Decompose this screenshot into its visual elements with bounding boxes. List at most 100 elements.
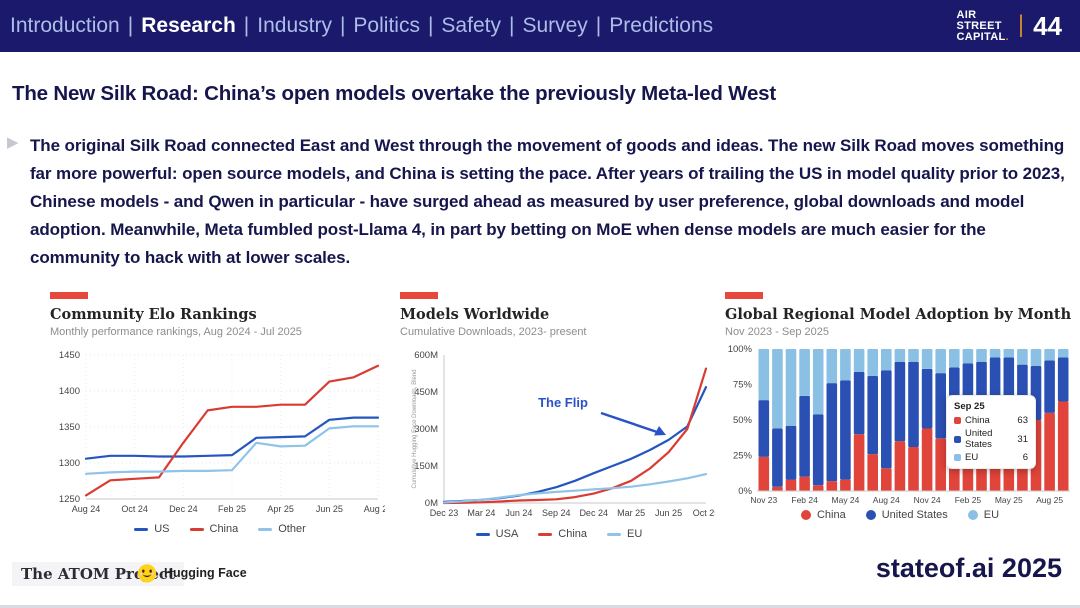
- svg-text:Sep 24: Sep 24: [542, 508, 571, 518]
- legend-label: USA: [495, 528, 519, 540]
- legend-item-china[interactable]: China: [538, 528, 587, 540]
- adoption-chart-legend: China United States EU: [725, 509, 1075, 521]
- svg-text:Aug 25: Aug 25: [364, 504, 385, 514]
- stateof-ai-brand[interactable]: stateof.ai 2025: [875, 553, 1062, 583]
- bar-group-feb-24[interactable]: [799, 349, 810, 491]
- legend-item-usa[interactable]: USA: [475, 528, 519, 540]
- nav-item-politics[interactable]: Politics: [353, 14, 420, 37]
- nav-separator: |: [243, 14, 250, 37]
- bar-group-jun-24[interactable]: [853, 349, 865, 491]
- legend-item-united-states[interactable]: United States: [865, 509, 948, 521]
- atom-project-logo[interactable]: The ATOM Project: [12, 562, 184, 586]
- bar-group-sep-24[interactable]: [894, 349, 906, 491]
- svg-text:1350: 1350: [59, 422, 80, 433]
- svg-text:Aug 25: Aug 25: [1036, 495, 1063, 505]
- svg-text:May 25: May 25: [995, 495, 1023, 505]
- bar-group-sep-25[interactable]: [1057, 349, 1069, 491]
- nav-item-research[interactable]: Research: [141, 14, 236, 37]
- bar-group-apr-24[interactable]: [826, 349, 838, 491]
- svg-text:The Flip: The Flip: [538, 395, 588, 410]
- logo-line-2: STREET: [956, 19, 1002, 32]
- svg-text:Aug 24: Aug 24: [873, 495, 900, 505]
- legend-item-us[interactable]: US: [134, 523, 170, 535]
- legend-swatch: [865, 510, 876, 520]
- legend-swatch: [607, 532, 622, 536]
- nav-item-introduction[interactable]: Introduction: [10, 14, 120, 37]
- nav-separator: |: [427, 14, 434, 37]
- bar-group-jan-24[interactable]: [785, 349, 797, 491]
- legend-item-eu[interactable]: EU: [607, 528, 642, 540]
- bottom-divider: [0, 605, 1080, 608]
- bar-group-dec-23[interactable]: [772, 349, 783, 491]
- chart-subtitle: Cumulative Downloads, 2023- present: [400, 326, 587, 338]
- tooltip-label: United States: [965, 428, 993, 450]
- svg-text:Dec 24: Dec 24: [579, 508, 608, 518]
- chart-tooltip: Sep 25 China 63 United States 31 EU 6: [946, 395, 1036, 469]
- bar-group-oct-24[interactable]: [908, 349, 919, 491]
- brand-area: AIR STREET CAPITAL. | 44: [956, 9, 1062, 43]
- bar-group-aug-25[interactable]: [1044, 349, 1055, 491]
- svg-text:Dec 24: Dec 24: [169, 504, 198, 514]
- nav-item-industry[interactable]: Industry: [257, 14, 332, 37]
- bar-group-may-24[interactable]: [840, 349, 851, 491]
- slide-title: The New Silk Road: China’s open models o…: [12, 82, 776, 105]
- legend-label: China: [209, 523, 239, 535]
- tooltip-swatch: [954, 454, 961, 461]
- svg-text:Dec 23: Dec 23: [430, 508, 459, 518]
- bar-group-nov-23[interactable]: [758, 349, 770, 491]
- legend-label: EU: [983, 509, 1000, 521]
- chart-models-worldwide: Models Worldwide Cumulative Downloads, 2…: [400, 292, 718, 540]
- bar-group-mar-24[interactable]: [812, 349, 824, 491]
- svg-text:1450: 1450: [59, 350, 80, 361]
- svg-text:600M: 600M: [414, 350, 438, 361]
- legend-item-eu[interactable]: EU: [967, 509, 1000, 521]
- slide-body: The original Silk Road connected East an…: [30, 136, 1065, 267]
- hugging-face-logo[interactable]: Hugging Face: [136, 562, 247, 584]
- line-china: [442, 367, 708, 505]
- bar-group-dec-24[interactable]: [935, 349, 946, 491]
- legend-swatch: [800, 510, 811, 520]
- logo-line-3: CAPITAL.: [956, 30, 1009, 43]
- svg-text:Feb 24: Feb 24: [791, 495, 818, 505]
- nav-item-safety[interactable]: Safety: [441, 14, 501, 37]
- nav-separator: |: [339, 14, 346, 37]
- bullet-arrow-icon: ▶: [7, 134, 19, 151]
- legend-label: United States: [881, 509, 948, 521]
- tooltip-swatch: [954, 417, 961, 424]
- bar-group-jul-24[interactable]: [867, 349, 878, 491]
- nav-item-survey[interactable]: Survey: [522, 14, 588, 37]
- elo-chart-plot[interactable]: 1250 1300 1350 1400 1450 Aug 24 Oct 24 Dec 24 Fe…: [50, 343, 385, 519]
- legend-item-china[interactable]: China: [800, 509, 846, 521]
- chart-accent-bar: [725, 292, 763, 299]
- line-us: [84, 416, 380, 460]
- svg-text:Mar 25: Mar 25: [617, 508, 645, 518]
- legend-item-china[interactable]: China: [189, 523, 239, 535]
- svg-text:Oct 25: Oct 25: [693, 508, 715, 518]
- legend-item-other[interactable]: Other: [258, 523, 306, 535]
- tooltip-label: China: [965, 415, 990, 426]
- top-nav: Introduction | Research | Industry | Politics |…: [0, 0, 1080, 52]
- air-street-capital-logo: AIR STREET CAPITAL.: [956, 9, 1009, 43]
- tooltip-row-china: China 63: [954, 415, 1028, 426]
- bar-group-aug-24[interactable]: [881, 349, 892, 491]
- logo-dot: .: [1005, 30, 1009, 43]
- svg-text:450M: 450M: [414, 387, 438, 398]
- legend-label: Other: [278, 523, 306, 535]
- svg-text:25%: 25%: [733, 451, 753, 462]
- tooltip-row-united-states: United States 31: [954, 428, 1028, 450]
- svg-text:Feb 25: Feb 25: [218, 504, 246, 514]
- svg-text:Nov 23: Nov 23: [750, 495, 777, 505]
- line-other: [84, 425, 380, 475]
- hugging-face-label: Hugging Face: [164, 566, 247, 580]
- tooltip-title: Sep 25: [954, 401, 985, 412]
- bar-group-nov-24[interactable]: [921, 349, 933, 491]
- svg-text:Aug 24: Aug 24: [72, 504, 101, 514]
- tooltip-swatch: [954, 435, 961, 443]
- flip-annotation: The Flip: [538, 395, 666, 436]
- svg-text:300M: 300M: [414, 424, 438, 435]
- chart-subtitle: Monthly performance rankings, Aug 2024 -…: [50, 326, 302, 338]
- legend-swatch: [134, 527, 149, 531]
- downloads-chart-plot[interactable]: 0M 150M 300M 450M 600M Dec 23 Mar 24 Jun 24 Sep …: [400, 343, 715, 524]
- nav-item-predictions[interactable]: Predictions: [609, 14, 714, 37]
